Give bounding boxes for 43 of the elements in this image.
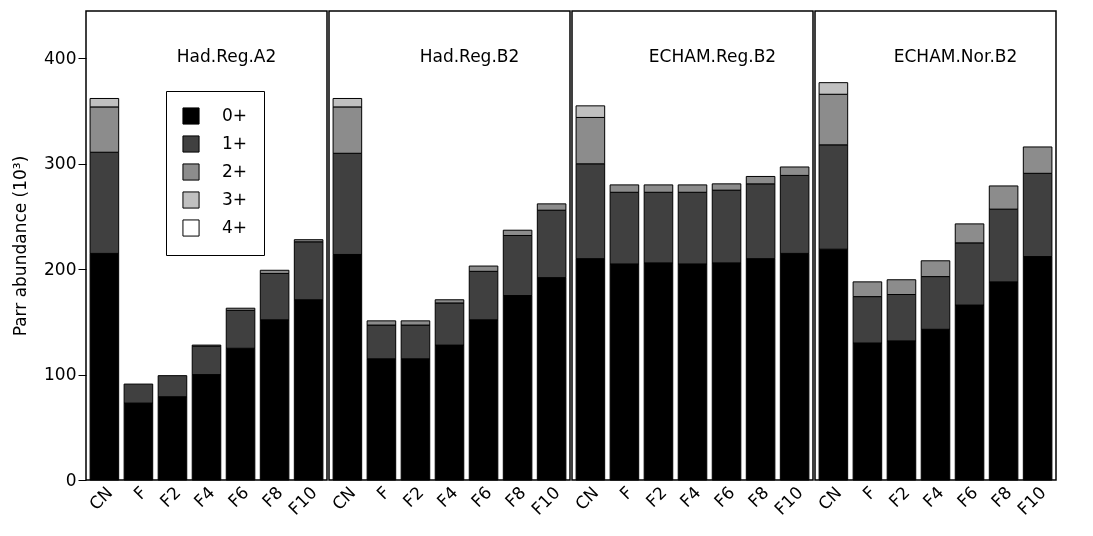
text: Had.Reg.A2 <box>176 46 277 66</box>
text: ECHAM.Reg.B2 <box>648 46 777 66</box>
x-tick-label: F6 <box>466 482 496 512</box>
text: Had.Reg.B2 <box>419 46 520 66</box>
x-tick-label: F4 <box>432 482 462 512</box>
x-tick-label: CN <box>84 482 117 514</box>
x-tick-label: F <box>858 482 880 504</box>
x-tick-label: F <box>615 482 637 504</box>
legend-label: 2+ <box>222 161 248 181</box>
y-tick-label: 100 <box>44 364 77 385</box>
legend-label: 3+ <box>222 189 248 209</box>
x-tick-label: CN <box>813 482 846 514</box>
x-tick-label: CN <box>570 482 603 514</box>
legend-label: 0+ <box>222 105 248 125</box>
x-tick-label: F6 <box>952 482 982 512</box>
y-axis-title: Parr abundance (10³) <box>10 155 31 337</box>
x-tick-label: F8 <box>257 482 287 512</box>
x-tick-label: CN <box>327 482 360 514</box>
y-tick-label: 300 <box>44 153 77 174</box>
x-tick-label: F8 <box>986 482 1016 512</box>
x-tick-label: F2 <box>155 482 185 512</box>
x-tick-label: F10 <box>1013 482 1050 519</box>
y-tick-label: 0 <box>65 469 77 490</box>
x-tick-label: F10 <box>527 482 564 519</box>
legend-label: 4+ <box>222 217 248 237</box>
x-tick-label: F <box>372 482 394 504</box>
x-tick-label: F6 <box>709 482 739 512</box>
x-tick-label: F4 <box>918 482 948 512</box>
y-tick-label: 200 <box>44 258 77 279</box>
x-tick-label: F2 <box>641 482 671 512</box>
legend-label: 1+ <box>222 133 248 153</box>
x-tick-label: F10 <box>770 482 807 519</box>
x-tick-label: F4 <box>189 482 219 512</box>
x-tick-label: F2 <box>884 482 914 512</box>
text: ECHAM.Nor.B2 <box>893 46 1018 66</box>
x-tick-label: F10 <box>284 482 321 519</box>
y-tick-label: 400 <box>44 47 77 68</box>
x-tick-label: F6 <box>223 482 253 512</box>
x-tick-label: F4 <box>675 482 705 512</box>
x-tick-label: F2 <box>398 482 428 512</box>
x-tick-label: F8 <box>743 482 773 512</box>
x-tick-label: F <box>129 482 151 504</box>
x-tick-label: F8 <box>500 482 530 512</box>
